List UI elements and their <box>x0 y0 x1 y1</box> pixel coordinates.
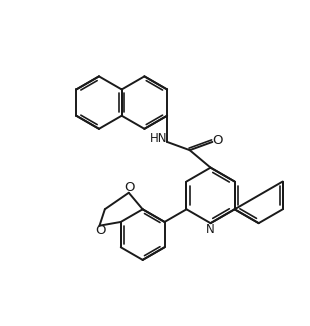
Text: O: O <box>95 224 106 237</box>
Text: HN: HN <box>150 132 167 145</box>
Text: N: N <box>206 223 215 236</box>
Text: O: O <box>213 134 223 147</box>
Text: O: O <box>124 181 135 194</box>
